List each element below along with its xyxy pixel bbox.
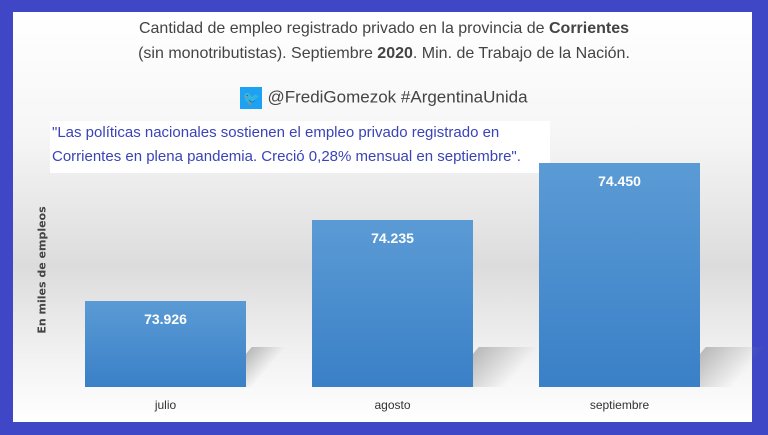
data-label: 74.235 [371, 229, 414, 246]
y-axis-label: En miles de empleos [35, 206, 49, 334]
quote-line: Corrientes en plena pandemia. Creció 0,2… [52, 148, 521, 165]
x-tick-label: julio [154, 398, 177, 412]
quote-line: "Las políticas nacionales sostienen el e… [52, 124, 500, 141]
chart-title-line1: Cantidad de empleo registrado privado en… [0, 20, 768, 38]
quote-box: "Las políticas nacionales sostienen el e… [50, 121, 550, 173]
twitter-handle: @FrediGomezok #ArgentinaUnida [267, 87, 528, 107]
x-tick-label: agosto [374, 398, 411, 412]
title-text: (sin monotributistas). Septiembre [138, 45, 378, 62]
data-label: 73.926 [144, 311, 187, 328]
title-source: . Min. de Trabajo de la Nación. [412, 45, 630, 62]
bar-septiembre [539, 163, 700, 387]
twitter-bird-icon: 🐦 [240, 87, 263, 109]
data-label: 74.450 [598, 173, 641, 190]
title-year: 2020 [377, 45, 413, 62]
x-tick-label: septiembre [589, 398, 650, 412]
title-province: Corrientes [549, 20, 630, 37]
chart-title-line2: (sin monotributistas). Septiembre 2020. … [0, 45, 768, 63]
twitter-credit: 🐦 @FrediGomezok #ArgentinaUnida [0, 87, 768, 109]
bar-julio [85, 301, 246, 387]
bar-agosto [312, 219, 473, 387]
title-text: Cantidad de empleo registrado privado en… [138, 20, 549, 37]
